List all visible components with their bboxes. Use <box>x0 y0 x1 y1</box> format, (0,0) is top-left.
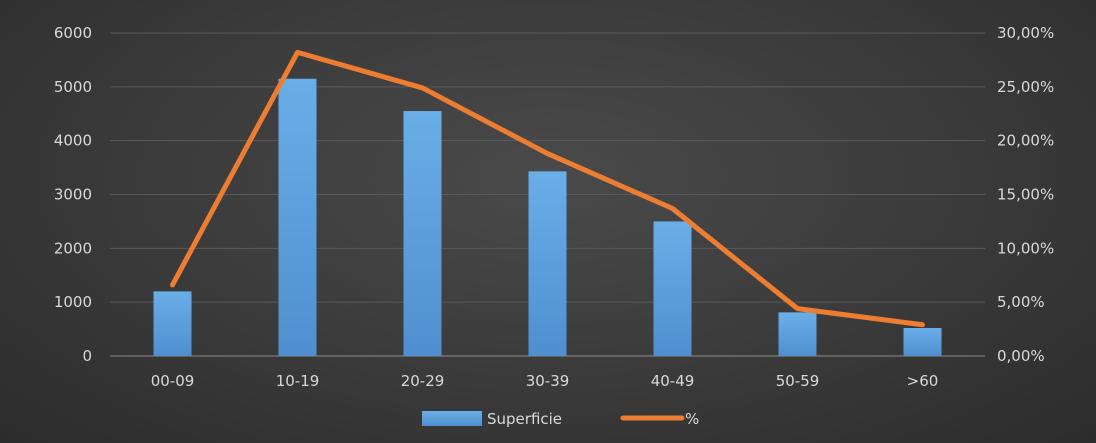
y-right-tick-label: 0,00% <box>997 347 1045 365</box>
axes: 0 1000 2000 3000 4000 5000 6000 0,00% 5,00% 10,00… <box>54 24 1054 390</box>
bar-40-49 <box>653 221 692 356</box>
y-right-tick-label: 30,00% <box>997 24 1054 42</box>
y-left-tick-label: 1000 <box>54 293 92 311</box>
bar-series-superficie <box>153 78 942 356</box>
y-right-tick-label: 20,00% <box>997 132 1054 150</box>
y-right-tick-label: 25,00% <box>997 78 1054 96</box>
bar->60 <box>903 328 942 356</box>
line-series-percent <box>170 49 925 328</box>
legend-label-superficie: Superficie <box>487 410 562 428</box>
y-left-tick-label: 4000 <box>54 132 92 150</box>
y-left-tick-label: 3000 <box>54 186 92 204</box>
bar-30-39 <box>528 171 567 356</box>
bar-00-09 <box>153 291 192 356</box>
x-tick-label: 20-29 <box>401 372 445 390</box>
x-tick-label: 30-39 <box>526 372 570 390</box>
y-right-tick-label: 5,00% <box>997 293 1045 311</box>
bar-20-29 <box>403 111 442 356</box>
x-tick-label: 40-49 <box>651 372 695 390</box>
x-tick-label: 10-19 <box>276 372 320 390</box>
y-left-tick-label: 5000 <box>54 78 92 96</box>
y-left-tick-label: 0 <box>82 347 92 365</box>
y-right-tick-label: 10,00% <box>997 239 1054 257</box>
x-tick-label: >60 <box>907 372 939 390</box>
x-tick-label: 00-09 <box>151 372 195 390</box>
y-right-tick-label: 15,00% <box>997 186 1054 204</box>
bar-10-19 <box>278 78 317 356</box>
x-tick-label: 50-59 <box>776 372 820 390</box>
y-left-tick-label: 6000 <box>54 24 92 42</box>
legend: Superficie% <box>422 410 699 428</box>
bar-50-59 <box>778 312 817 356</box>
legend-swatch-superficie <box>422 411 482 426</box>
y-left-tick-label: 2000 <box>54 239 92 257</box>
legend-label-percent: % <box>685 410 699 428</box>
